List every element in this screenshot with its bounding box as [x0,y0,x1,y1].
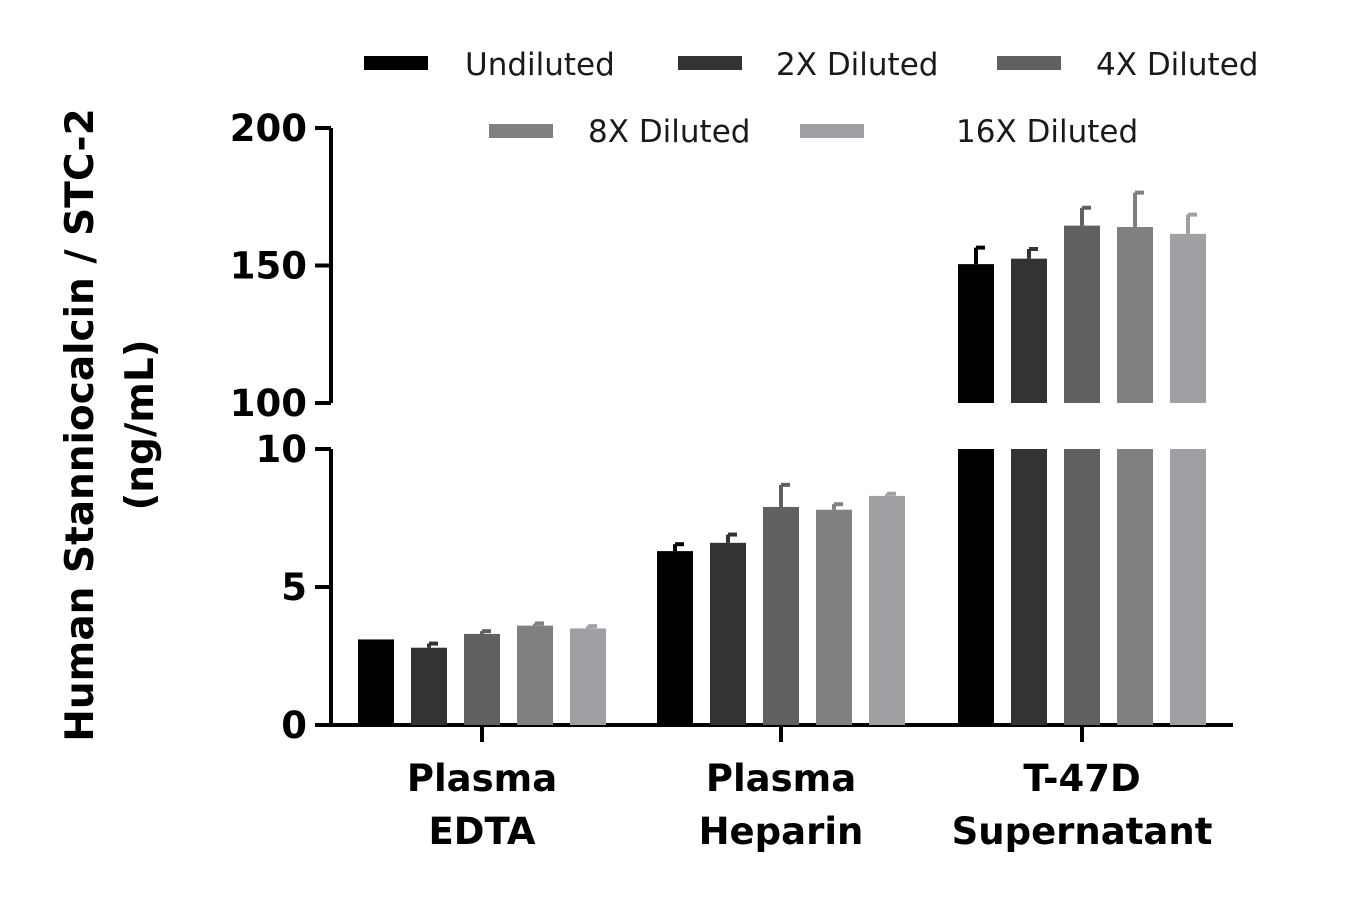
bar [958,449,994,725]
bar [570,628,606,725]
x-tick-label: Heparin [699,810,864,853]
bar [816,509,852,725]
y-tick-label: 5 [281,566,307,609]
y-tick-label: 200 [230,107,307,150]
y-tick-label: 10 [256,428,308,471]
legend-swatch [364,56,428,70]
y-axis-label-line-2: (ng/mL) [118,339,163,510]
legend-label: 16X Diluted [956,114,1138,150]
x-tick-label: T-47D [1023,757,1140,800]
y-tick-label: 150 [230,245,307,288]
y-axis-label-line-1: Human Stanniocalcin / STC-2 [58,108,103,741]
bar [710,542,746,725]
legend-label: 2X Diluted [776,47,938,83]
bar [1170,449,1206,725]
legend-label: 8X Diluted [588,114,750,150]
bar [1064,225,1100,403]
bar [464,633,500,725]
legend-label: 4X Diluted [1096,47,1258,83]
legend-label: Undiluted [465,47,615,83]
x-tick-label: Plasma [706,757,856,800]
bar [869,495,905,725]
y-axis-label: Human Stanniocalcin / STC-2 (ng/mL) [58,108,163,741]
x-tick-label: Plasma [407,757,557,800]
legend-swatch [997,56,1061,70]
bar [1170,233,1206,403]
bar [358,639,394,725]
bar [1117,227,1153,403]
bar [657,551,693,725]
bar [1011,258,1047,403]
legend: Undiluted 2X Diluted 4X Diluted 8X Diluted 1… [364,47,1258,150]
bar [517,625,553,725]
bar [1117,449,1153,725]
bar [1011,449,1047,725]
bar [411,647,447,725]
x-axis-labels: Plasma EDTA Plasma Heparin T-47D Supernatant [407,757,1213,853]
x-tick-label: Supernatant [952,810,1213,853]
legend-swatch [800,124,864,138]
bar [1064,449,1100,725]
x-tick-label: EDTA [429,810,536,853]
bar [763,506,799,725]
legend-swatch [489,124,553,138]
legend-swatch [678,56,742,70]
bars [358,190,1206,725]
y-tick-label: 0 [281,704,307,747]
bar [958,264,994,403]
y-tick-label: 100 [230,382,307,425]
